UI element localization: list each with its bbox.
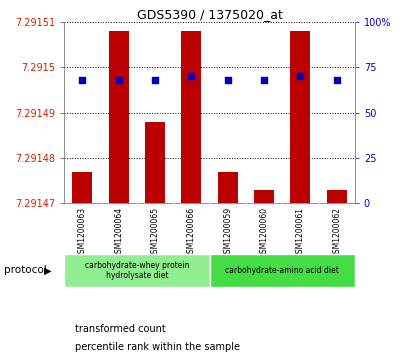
Bar xyxy=(218,172,238,203)
Text: GSM1200062: GSM1200062 xyxy=(332,207,341,258)
Point xyxy=(152,77,159,83)
Bar xyxy=(290,31,310,203)
Bar xyxy=(73,172,93,203)
Bar xyxy=(145,122,165,203)
Bar xyxy=(327,190,347,203)
Bar xyxy=(254,190,274,203)
Text: GSM1200066: GSM1200066 xyxy=(187,207,196,258)
Title: GDS5390 / 1375020_at: GDS5390 / 1375020_at xyxy=(137,8,283,21)
Text: GSM1200059: GSM1200059 xyxy=(223,207,232,258)
Point xyxy=(225,77,231,83)
Bar xyxy=(181,31,201,203)
Text: carbohydrate-whey protein
hydrolysate diet: carbohydrate-whey protein hydrolysate di… xyxy=(85,261,189,280)
Point xyxy=(115,77,122,83)
Point xyxy=(188,73,195,79)
Point xyxy=(297,73,304,79)
Bar xyxy=(64,254,210,287)
Point xyxy=(261,77,267,83)
Text: GSM1200064: GSM1200064 xyxy=(114,207,123,258)
Text: GSM1200063: GSM1200063 xyxy=(78,207,87,258)
Point xyxy=(333,77,340,83)
Point xyxy=(79,77,86,83)
Text: percentile rank within the sample: percentile rank within the sample xyxy=(75,342,240,352)
Text: protocol: protocol xyxy=(4,265,47,276)
Bar xyxy=(109,31,129,203)
Text: GSM1200060: GSM1200060 xyxy=(259,207,269,258)
Text: ▶: ▶ xyxy=(44,265,51,276)
Text: GSM1200065: GSM1200065 xyxy=(151,207,160,258)
Bar xyxy=(210,254,355,287)
Text: transformed count: transformed count xyxy=(75,323,166,334)
Text: GSM1200061: GSM1200061 xyxy=(296,207,305,258)
Text: carbohydrate-amino acid diet: carbohydrate-amino acid diet xyxy=(225,266,339,275)
